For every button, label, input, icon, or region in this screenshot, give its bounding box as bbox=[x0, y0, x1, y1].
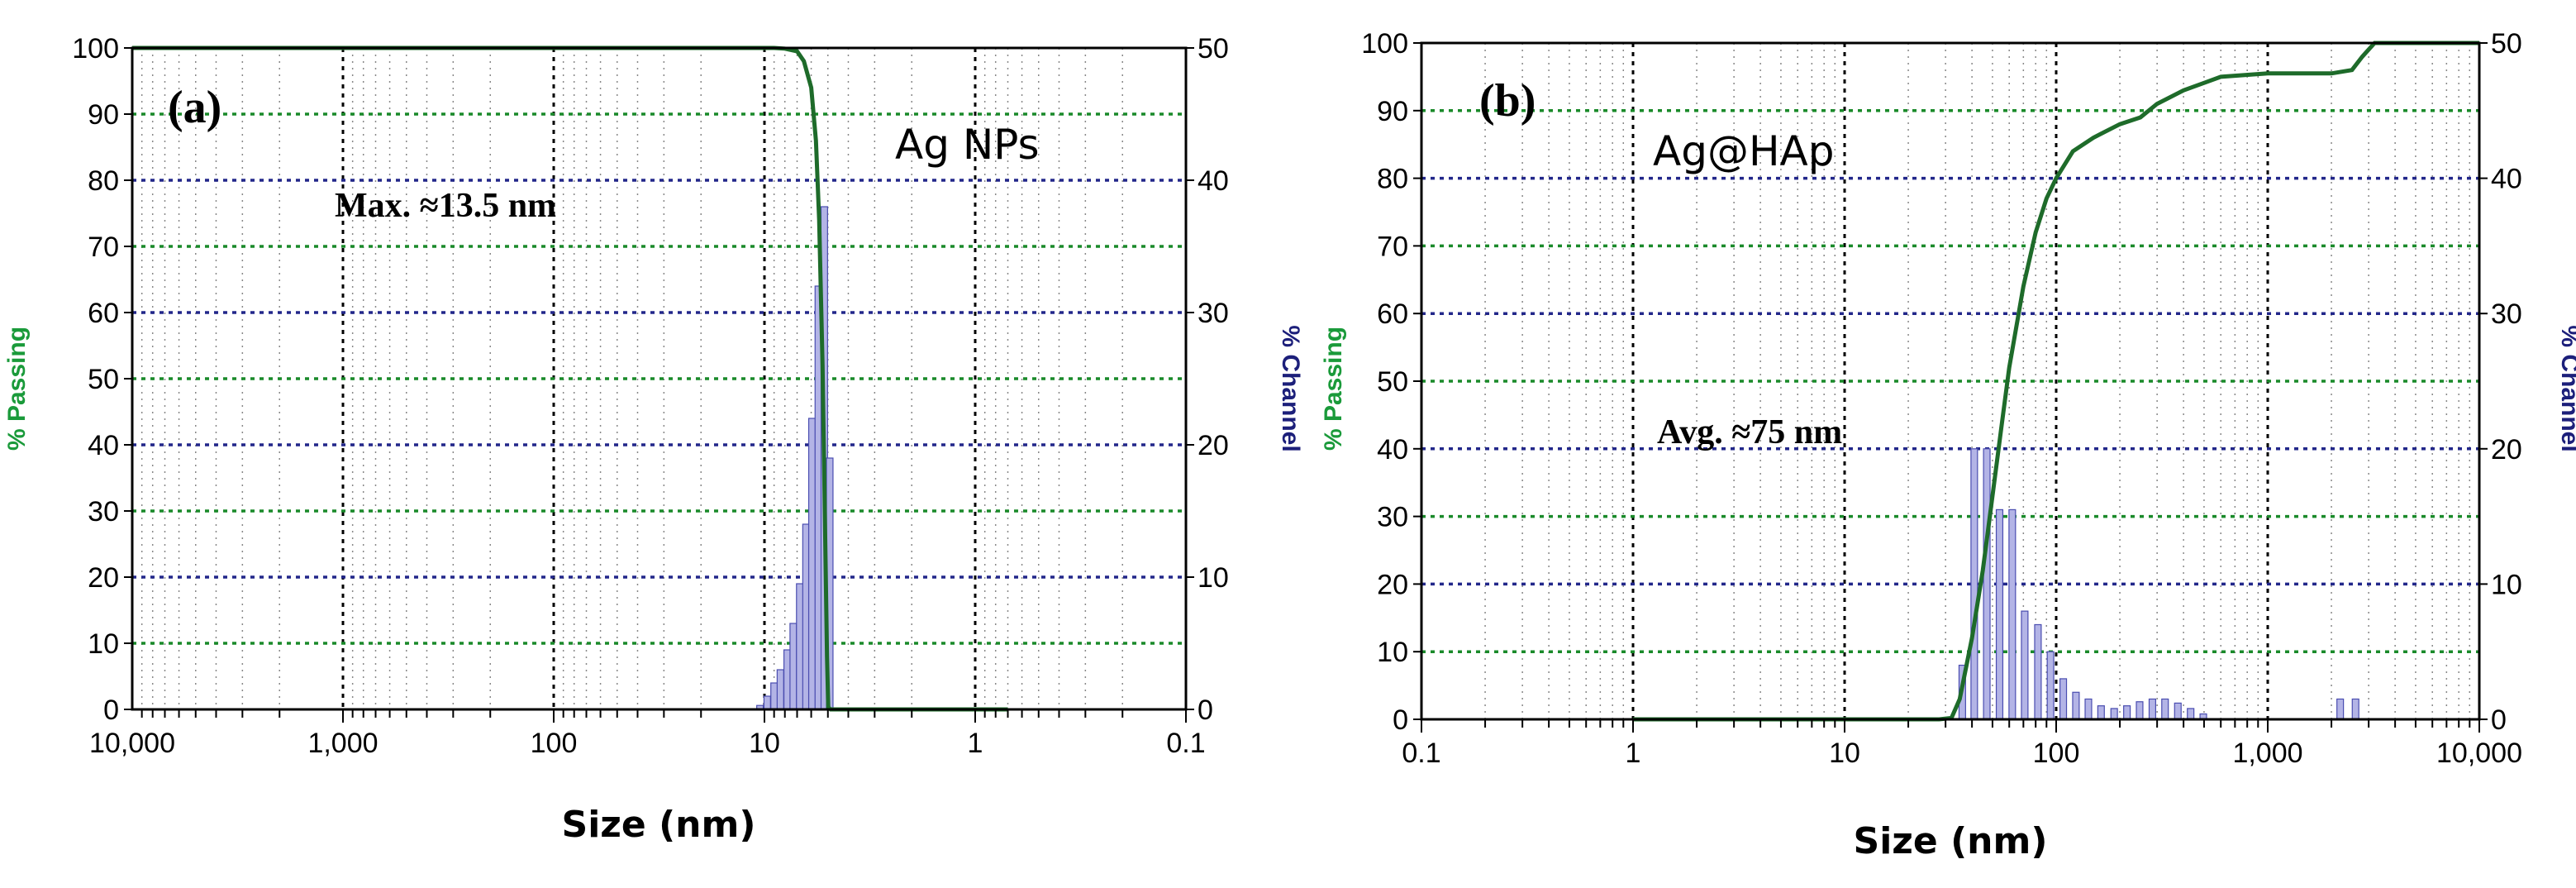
y-left-tick-a-7: 70 bbox=[88, 232, 119, 263]
panel-a: 10,000 1,000 100 10 1 0.1 0 10 20 30 40 … bbox=[3, 33, 1304, 846]
x-tick-a-3: 10 bbox=[749, 728, 780, 759]
y-left-tick-a-0: 0 bbox=[103, 695, 119, 726]
y-right-tick-a-4: 40 bbox=[1198, 165, 1229, 197]
x-tick-a-5: 0.1 bbox=[1166, 728, 1205, 759]
y-left-tick-a-4: 40 bbox=[88, 430, 119, 461]
y-left-tick-b-0: 0 bbox=[1393, 704, 1408, 736]
channel-bar bbox=[2351, 698, 2359, 720]
channel-bar bbox=[2136, 701, 2144, 720]
x-tick-b-4: 1,000 bbox=[2232, 738, 2302, 769]
y-left-label-a: % Passing bbox=[3, 327, 31, 451]
channel-bar bbox=[2336, 698, 2345, 720]
grid-b bbox=[1420, 43, 2481, 719]
y-right-tick-a-5: 50 bbox=[1198, 33, 1229, 64]
y-left-tick-a-1: 10 bbox=[88, 628, 119, 660]
y-left-tick-a-9: 90 bbox=[88, 99, 119, 131]
channel-bar bbox=[2110, 708, 2118, 720]
y-left-tick-b-6: 60 bbox=[1377, 298, 1408, 330]
x-axis-label-a: Size (nm) bbox=[562, 804, 756, 846]
channel-bar bbox=[2097, 705, 2105, 720]
channel-bar bbox=[1983, 448, 1991, 720]
panel-b: 0.1 1 10 100 1,000 10,000 0 10 20 30 40 … bbox=[1320, 28, 2576, 862]
x-tick-b-3: 100 bbox=[2033, 738, 2080, 769]
y-left-tick-a-10: 100 bbox=[72, 33, 119, 64]
y-left-tick-b-7: 70 bbox=[1377, 231, 1408, 262]
channel-bar bbox=[807, 418, 817, 710]
y-left-tick-a-6: 60 bbox=[88, 298, 119, 329]
x-axis-label-b: Size (nm) bbox=[1854, 820, 2048, 862]
channel-bar bbox=[776, 669, 784, 710]
y-right-tick-b-4: 40 bbox=[2491, 164, 2522, 195]
y-right-tick-a-1: 10 bbox=[1198, 562, 1229, 594]
y-left-tick-a-3: 30 bbox=[88, 496, 119, 528]
y-right-tick-b-0: 0 bbox=[2491, 704, 2507, 736]
passing-curve-b bbox=[1633, 41, 2479, 722]
y-right-tick-a-0: 0 bbox=[1198, 695, 1213, 726]
y-left-tick-b-2: 20 bbox=[1377, 569, 1408, 600]
ticks-b bbox=[1413, 42, 2488, 733]
y-right-tick-b-1: 10 bbox=[2491, 569, 2522, 600]
channel-bar bbox=[763, 695, 771, 710]
x-tick-b-1: 1 bbox=[1626, 738, 1641, 769]
channel-bar bbox=[2084, 698, 2093, 720]
channel-bar bbox=[2187, 708, 2195, 720]
channel-bar bbox=[2148, 698, 2157, 720]
y-right-label-a: % Channel bbox=[1277, 325, 1304, 451]
channel-bar bbox=[1970, 448, 1978, 720]
x-tick-a-1: 1,000 bbox=[307, 728, 378, 759]
channel-bar bbox=[770, 682, 779, 710]
y-right-tick-a-3: 30 bbox=[1198, 298, 1229, 329]
channel-bar bbox=[2123, 705, 2131, 720]
y-left-tick-a-8: 80 bbox=[88, 165, 119, 197]
channel-bar bbox=[2059, 678, 2068, 720]
y-right-label-b: % Channel bbox=[2556, 325, 2576, 451]
x-tick-b-5: 10,000 bbox=[2436, 738, 2522, 769]
channel-bar bbox=[2072, 691, 2080, 720]
y-left-tick-b-10: 100 bbox=[1361, 28, 1408, 60]
y-left-tick-a-2: 20 bbox=[88, 562, 119, 594]
channel-bar bbox=[2174, 702, 2182, 720]
y-right-tick-b-3: 30 bbox=[2491, 298, 2522, 330]
channel-bar bbox=[2161, 698, 2169, 720]
channel-bar bbox=[2046, 651, 2055, 720]
grid-a bbox=[131, 48, 1188, 709]
annotation-a: Max. ≈13.5 nm bbox=[335, 187, 556, 225]
annotation-b: Avg. ≈75 nm bbox=[1657, 413, 1842, 451]
y-right-tick-a-2: 20 bbox=[1198, 430, 1229, 461]
channel-bar bbox=[1995, 508, 2004, 720]
x-tick-a-2: 100 bbox=[531, 728, 578, 759]
channel-bar bbox=[796, 583, 804, 710]
sample-label-b: Ag@HAp bbox=[1653, 127, 1834, 175]
sample-label-a: Ag NPs bbox=[895, 121, 1040, 169]
channel-bar bbox=[2008, 508, 2017, 720]
y-left-label-b: % Passing bbox=[1320, 327, 1347, 451]
channel-bar bbox=[789, 623, 798, 710]
y-left-tick-b-3: 30 bbox=[1377, 502, 1408, 533]
panel-label-b: (b) bbox=[1479, 75, 1536, 127]
panel-label-a: (a) bbox=[168, 82, 221, 133]
y-right-tick-b-5: 50 bbox=[2491, 28, 2522, 60]
y-left-tick-b-9: 90 bbox=[1377, 96, 1408, 127]
x-tick-a-0: 10,000 bbox=[89, 728, 175, 759]
y-left-tick-b-4: 40 bbox=[1377, 434, 1408, 465]
y-left-tick-b-8: 80 bbox=[1377, 164, 1408, 195]
y-left-tick-b-1: 10 bbox=[1377, 637, 1408, 668]
x-tick-b-2: 10 bbox=[1829, 738, 1860, 769]
channel-bar bbox=[2034, 623, 2042, 720]
y-left-tick-b-5: 50 bbox=[1377, 366, 1408, 398]
channel-bar bbox=[783, 649, 792, 710]
ticks-a bbox=[124, 47, 1194, 723]
x-tick-a-4: 1 bbox=[968, 728, 983, 759]
y-left-tick-a-5: 50 bbox=[88, 364, 119, 395]
y-right-tick-b-2: 20 bbox=[2491, 434, 2522, 465]
channel-bar bbox=[2021, 610, 2029, 720]
x-tick-b-0: 0.1 bbox=[1402, 738, 1440, 769]
